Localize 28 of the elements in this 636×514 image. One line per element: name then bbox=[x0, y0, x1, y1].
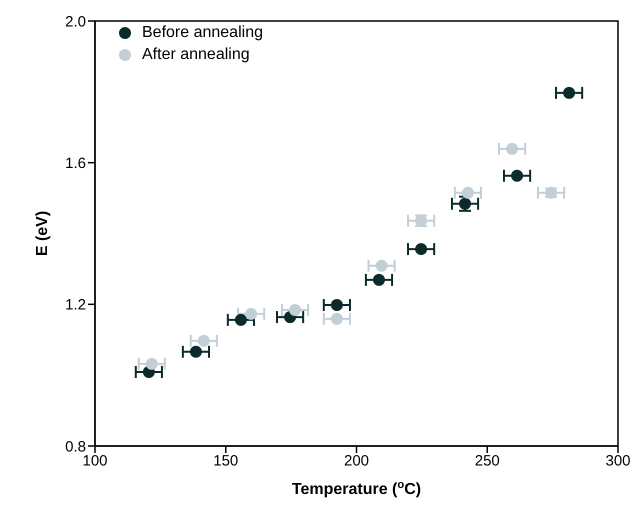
point bbox=[245, 308, 258, 320]
y-tick-label: 0.8 bbox=[65, 438, 86, 456]
point bbox=[234, 314, 247, 326]
x-tick-label: 150 bbox=[213, 452, 238, 470]
legend-label: After annealing bbox=[142, 45, 250, 65]
y-tick-label: 2.0 bbox=[65, 13, 86, 30]
x-tick-label: 250 bbox=[474, 452, 500, 470]
x-tick-label: 300 bbox=[605, 452, 631, 470]
x-axis-title: Temperature ($^{o}$C) bbox=[292, 479, 422, 498]
point bbox=[563, 86, 576, 99]
point bbox=[462, 186, 474, 199]
x-tick-label: 100 bbox=[82, 452, 108, 470]
point bbox=[289, 304, 302, 316]
point bbox=[198, 334, 210, 347]
point bbox=[415, 243, 428, 256]
x-tick-label: 200 bbox=[344, 452, 370, 470]
point bbox=[372, 274, 385, 286]
point bbox=[511, 170, 524, 182]
point bbox=[330, 312, 343, 325]
point bbox=[376, 260, 388, 272]
point bbox=[330, 299, 343, 312]
y-tick-label: 1.2 bbox=[65, 296, 86, 314]
y-axis-title: E (eV) bbox=[34, 210, 51, 256]
legend-label: Before annealing bbox=[142, 23, 263, 43]
point bbox=[506, 142, 518, 155]
point bbox=[190, 346, 202, 358]
y-tick-label: 1.6 bbox=[65, 154, 86, 172]
point bbox=[146, 358, 158, 370]
